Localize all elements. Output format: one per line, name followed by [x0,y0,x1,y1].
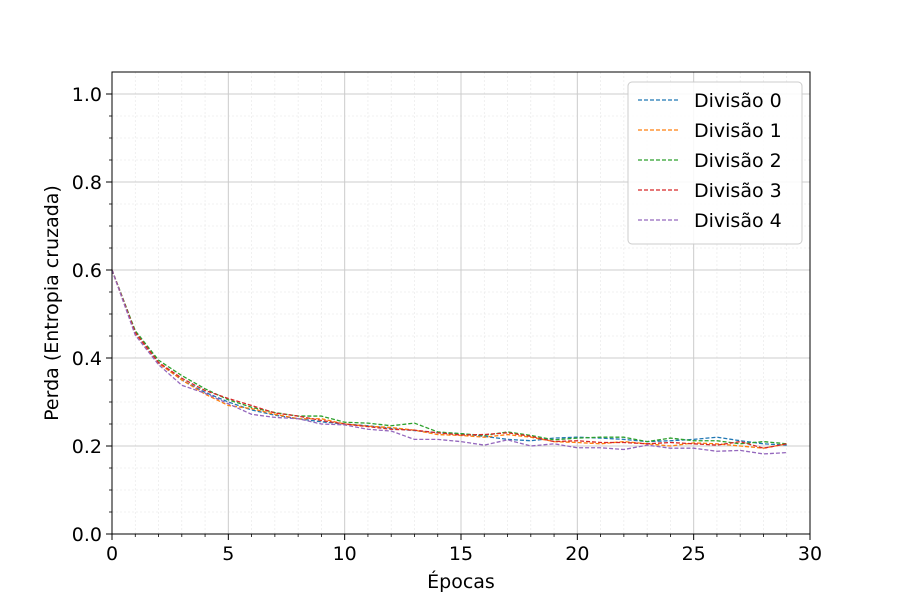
legend: Divisão 0 Divisão 1 Divisão 2 Divisão 3 Divi… [627,81,803,245]
x-tick-label: 25 [682,543,706,565]
x-tick-label: 0 [106,543,118,565]
x-tick-label: 30 [798,543,822,565]
legend-label: Divisão 1 [694,120,782,142]
x-tick-label: 15 [449,543,473,565]
x-tick-label: 20 [565,543,589,565]
x-tick-label: 10 [333,543,357,565]
y-tick-label: 0.0 [72,524,102,546]
legend-label: Divisão 4 [694,210,782,232]
legend-label: Divisão 2 [694,150,782,172]
y-tick-label: 0.6 [72,260,102,282]
series-line-divisao-2 [111,269,787,445]
y-tick-label: 1.0 [72,84,102,106]
legend-label: Divisão 3 [694,180,782,202]
axis-ticks: 0 5 10 15 20 25 30 0.0 0.2 0.4 0.6 0.8 1.0 [72,84,822,565]
legend-label: Divisão 0 [694,90,782,112]
y-tick-label: 0.2 [72,436,102,458]
x-tick-label: 5 [222,543,234,565]
y-tick-label: 0.8 [72,172,102,194]
series-line-divisao-1 [111,269,787,449]
y-tick-label: 0.4 [72,348,102,370]
series-lines [111,269,787,455]
y-axis-label: Perda (Entropia cruzada) [41,185,63,421]
series-line-divisao-4 [111,269,787,455]
legend-box [627,81,803,245]
x-axis-label: Épocas [427,570,495,593]
series-line-divisao-3 [111,269,787,449]
